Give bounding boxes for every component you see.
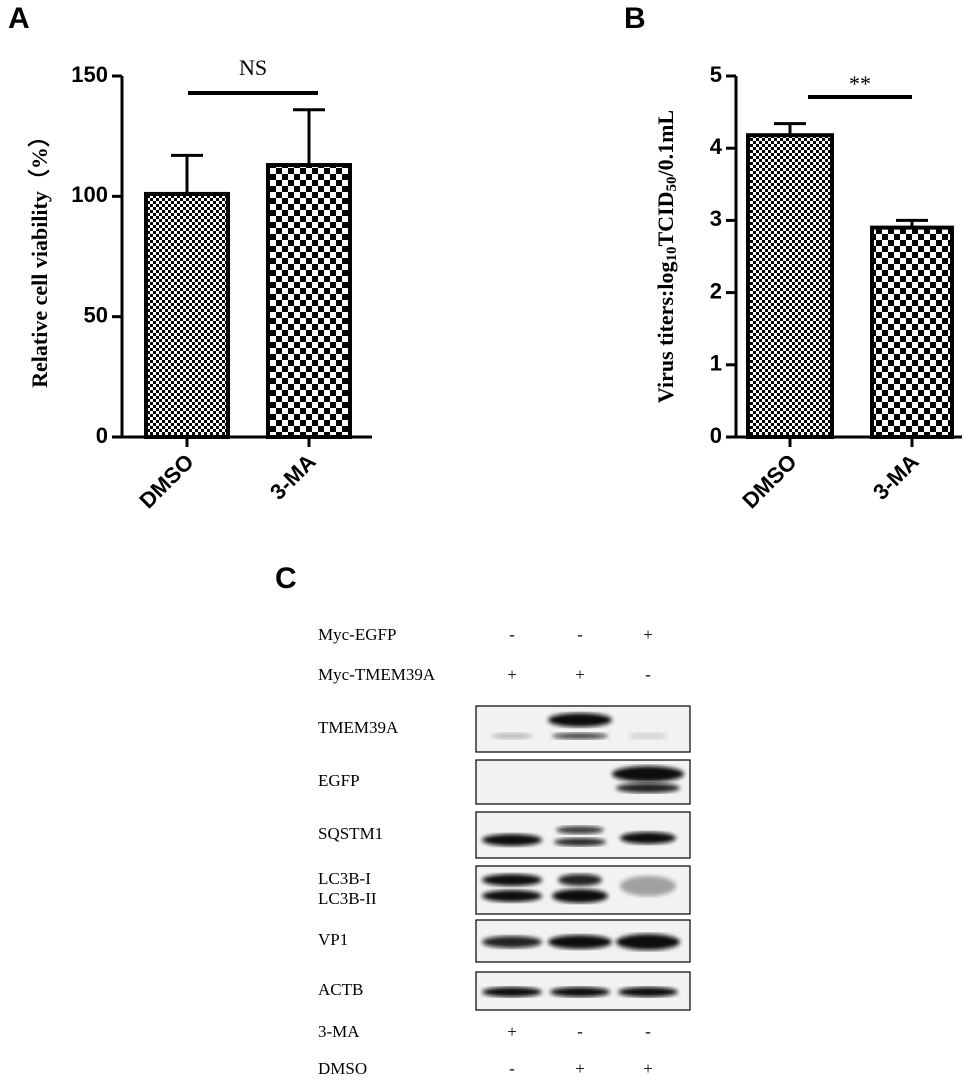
blot-band <box>556 826 604 834</box>
y-axis-label-part: TCID <box>653 192 678 247</box>
band-label: EGFP <box>318 771 360 790</box>
y-tick-label: 0 <box>96 423 108 448</box>
blot-band <box>482 834 542 846</box>
y-axis-label-part: /0.1mL <box>653 110 678 178</box>
blot-band <box>628 733 668 739</box>
x-tick-label: 3-MA <box>265 449 321 505</box>
band-label: TMEM39A <box>318 718 399 737</box>
y-axis-label-part: Relative cell viability（%） <box>27 125 52 388</box>
y-axis-label-part: 10 <box>664 247 680 262</box>
row-label: DMSO <box>318 1059 367 1078</box>
sign: + <box>575 1059 585 1078</box>
y-tick-label: 150 <box>71 62 108 87</box>
blot-band <box>558 874 602 886</box>
bar <box>266 163 352 439</box>
blot-band <box>552 889 608 903</box>
sign: - <box>645 1022 651 1041</box>
x-tick-label: DMSO <box>134 449 198 513</box>
y-tick-label: 100 <box>71 182 108 207</box>
row-label: 3-MA <box>318 1022 360 1041</box>
y-tick-label: 5 <box>710 62 722 87</box>
panel-label: C <box>275 562 297 595</box>
blot-band <box>548 935 612 949</box>
bar <box>144 191 230 439</box>
band-label: LC3B-II <box>318 889 377 908</box>
sign: - <box>577 625 583 644</box>
blot-band <box>618 987 678 997</box>
blot-band <box>612 766 684 782</box>
y-axis-label-part: 50 <box>664 177 680 192</box>
band-label: VP1 <box>318 930 348 949</box>
blot-band <box>616 783 680 793</box>
row-label: Myc-EGFP <box>318 625 396 644</box>
blot-band <box>548 713 612 727</box>
y-tick-label: 0 <box>710 423 722 448</box>
y-axis-label: Relative cell viability（%） <box>27 125 52 388</box>
blot-band <box>554 838 606 846</box>
blot-band <box>482 936 542 948</box>
blot-band <box>482 890 542 902</box>
band-label: SQSTM1 <box>318 824 383 843</box>
panel-label: A <box>8 2 30 35</box>
significance-label: NS <box>239 55 267 80</box>
blot-band <box>482 874 542 886</box>
panel-label: B <box>624 2 646 35</box>
band-label: ACTB <box>318 980 363 999</box>
sign: - <box>509 625 515 644</box>
y-tick-label: 1 <box>710 351 722 376</box>
blot-band <box>620 876 676 896</box>
bar <box>870 225 954 439</box>
sign: + <box>643 625 653 644</box>
y-tick-label: 50 <box>84 302 108 327</box>
x-tick-label: DMSO <box>737 449 801 513</box>
y-tick-label: 3 <box>710 206 722 231</box>
blot-band <box>550 987 610 997</box>
sign: + <box>507 665 517 684</box>
sign: + <box>575 665 585 684</box>
significance-label: ** <box>849 71 871 96</box>
sign: - <box>577 1022 583 1041</box>
sign: + <box>643 1059 653 1078</box>
blot-band <box>552 733 608 739</box>
bar <box>746 133 834 439</box>
y-tick-label: 4 <box>710 134 723 159</box>
sign: - <box>645 665 651 684</box>
blot-band <box>492 733 532 739</box>
blot-box <box>475 705 691 753</box>
row-label: Myc-TMEM39A <box>318 665 436 684</box>
blot-band <box>482 987 542 997</box>
blot-band <box>616 934 680 950</box>
y-tick-label: 2 <box>710 278 722 303</box>
blot-band <box>620 832 676 844</box>
sign: - <box>509 1059 515 1078</box>
y-axis-label: Virus titers:log10TCID50/0.1mL <box>653 110 680 403</box>
y-axis-label-part: Virus titers:log <box>653 262 678 404</box>
sign: + <box>507 1022 517 1041</box>
band-label: LC3B-I <box>318 869 371 888</box>
x-tick-label: 3-MA <box>868 449 924 505</box>
